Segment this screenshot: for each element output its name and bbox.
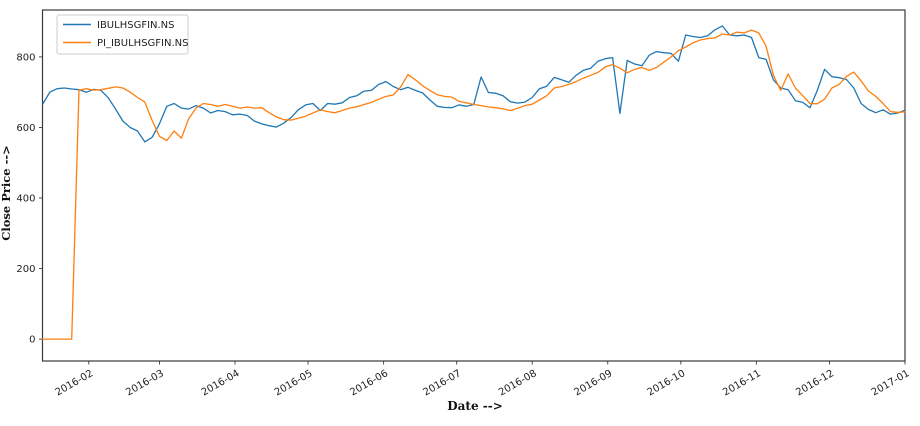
- y-axis-label: Close Price -->: [0, 145, 13, 241]
- x-tick-label: 2016-08: [497, 368, 539, 398]
- x-tick-label: 2016-04: [200, 368, 242, 398]
- x-tick-label: 2016-06: [348, 368, 390, 398]
- y-tick-label: 800: [16, 52, 35, 63]
- x-tick-label: 2016-12: [794, 368, 836, 398]
- x-tick-label: 2016-07: [421, 368, 463, 398]
- legend-label-pi_ibulhsgfin.ns: PI_IBULHSGFIN.NS: [97, 38, 188, 49]
- x-tick-label: 2016-11: [721, 368, 763, 398]
- x-tick-label: 2016-09: [573, 368, 615, 398]
- series-line-pi_ibulhsgfin.ns: [41, 29, 906, 340]
- x-tick-label: 2016-02: [54, 368, 96, 398]
- x-axis-label: Date -->: [447, 399, 503, 413]
- y-tick-label: 200: [16, 264, 35, 275]
- y-tick-label: 400: [16, 194, 35, 205]
- y-tick-label: 0: [29, 335, 35, 346]
- x-tick-label: 2016-10: [646, 368, 688, 398]
- plot-spines: [41, 9, 906, 362]
- x-tick-label: 2016-03: [124, 368, 166, 398]
- x-tick-label: 2016-05: [273, 368, 315, 398]
- x-tick-label: 2017-01: [870, 368, 912, 398]
- y-tick-label: 600: [16, 123, 35, 134]
- legend-label-ibulhsgfin.ns: IBULHSGFIN.NS: [97, 20, 175, 31]
